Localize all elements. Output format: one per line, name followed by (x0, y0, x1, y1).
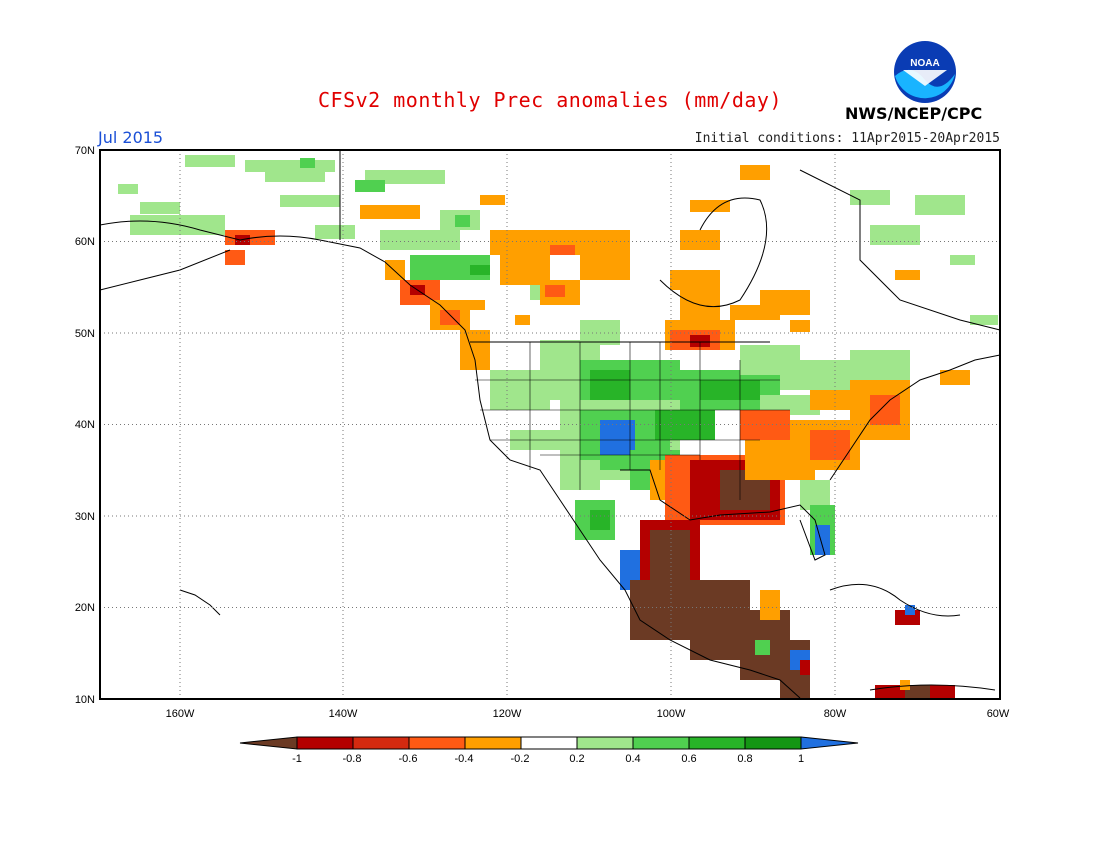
lat-label: 10N (75, 694, 95, 706)
noaa-logo: NOAA (894, 41, 956, 103)
colorbar-segment (576, 736, 634, 750)
agency-label: NWS/NCEP/CPC (845, 104, 983, 123)
colorbar-label: -1 (292, 753, 302, 765)
colorbar-label: -0.4 (455, 753, 474, 765)
colorbar-label: 0.8 (737, 753, 752, 765)
colorbar-segment (464, 736, 522, 750)
colorbar (239, 736, 859, 750)
lat-label: 20N (75, 602, 95, 614)
map-frame (99, 149, 1001, 700)
colorbar-segment (296, 736, 354, 750)
lat-label: 60N (75, 236, 95, 248)
colorbar-label: 0.2 (569, 753, 584, 765)
colorbar-label: -0.6 (399, 753, 418, 765)
lon-label: 100W (657, 708, 686, 720)
forecast-month: Jul 2015 (98, 128, 164, 147)
lon-label: 140W (329, 708, 358, 720)
logo-text: NOAA (910, 58, 939, 69)
map-area (100, 150, 1000, 699)
lon-label: 160W (166, 708, 195, 720)
colorbar-label: 0.6 (681, 753, 696, 765)
colorbar-segment (408, 736, 466, 750)
coastlines (99, 150, 1001, 699)
longitude-labels: 160W 140W 120W 100W 80W 60W (166, 708, 1010, 720)
anomaly-field (118, 155, 998, 699)
lat-label: 30N (75, 511, 95, 523)
lon-label: 80W (824, 708, 847, 720)
state-borders (475, 342, 790, 500)
colorbar-segment (352, 736, 410, 750)
colorbar-label: -0.8 (343, 753, 362, 765)
colorbar-labels: -1 -0.8 -0.6 -0.4 -0.2 0.2 0.4 0.6 0.8 1 (292, 753, 804, 765)
colorbar-segment (520, 736, 578, 750)
lon-label: 60W (987, 708, 1010, 720)
colorbar-label: -0.2 (511, 753, 530, 765)
lat-label: 70N (75, 145, 95, 157)
lat-label: 50N (75, 328, 95, 340)
colorbar-segment (744, 736, 802, 750)
grid-lines (100, 150, 1000, 699)
colorbar-segment (632, 736, 690, 750)
lon-label: 120W (493, 708, 522, 720)
colorbar-segment (239, 736, 298, 750)
colorbar-label: 0.4 (625, 753, 640, 765)
lat-label: 40N (75, 419, 95, 431)
colorbar-label: 1 (798, 753, 804, 765)
chart-title: CFSv2 monthly Prec anomalies (mm/day) (317, 88, 783, 112)
colorbar-segment (800, 736, 859, 750)
colorbar-segment (688, 736, 746, 750)
latitude-labels: 70N 60N 50N 40N 30N 20N 10N (75, 145, 95, 706)
initial-conditions: Initial conditions: 11Apr2015-20Apr2015 (694, 131, 1000, 146)
